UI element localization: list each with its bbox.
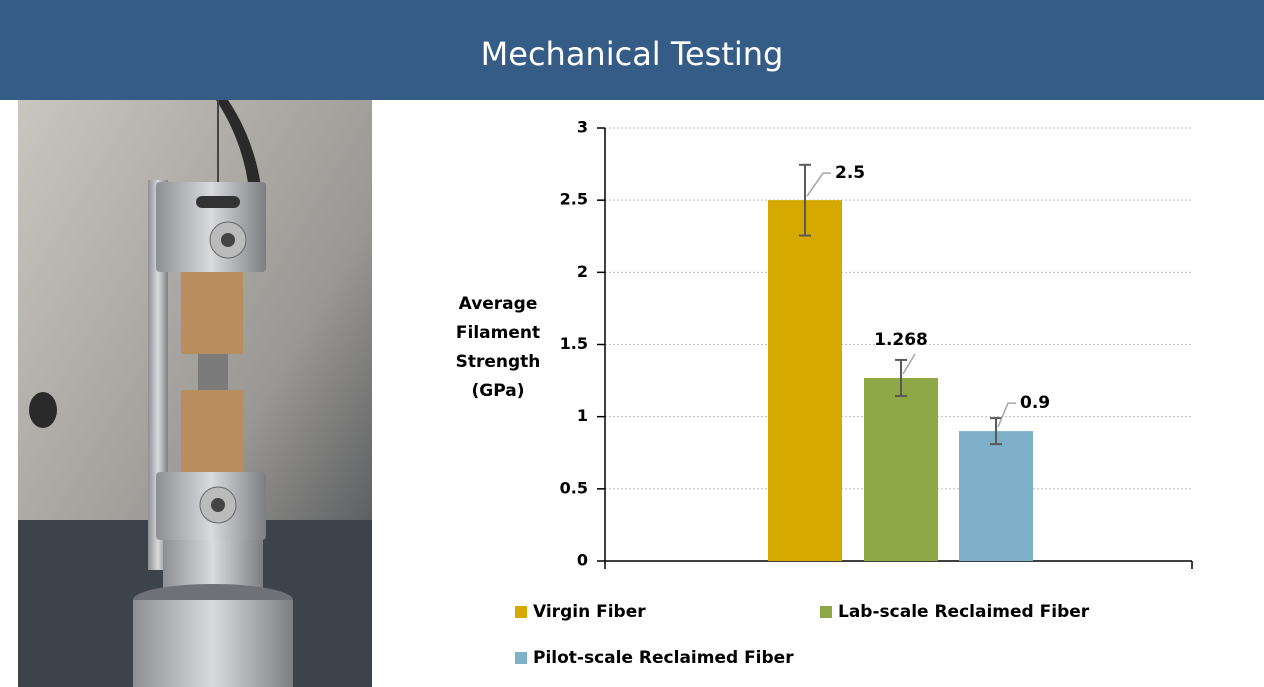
chart: 0 0.5 1 1.5 2 2.5 3 2.5 Virgin Fiber 1.268 Lab-sca… <box>0 0 1264 687</box>
y-tick-label: 2 <box>577 262 588 281</box>
legend-label: Lab-scale Reclaimed Fiber <box>838 602 1090 622</box>
legend-swatch <box>515 652 527 664</box>
legend-label: Pilot-scale Reclaimed Fiber <box>533 648 794 668</box>
bar <box>864 378 938 561</box>
leader-line <box>998 403 1016 427</box>
leader-line <box>807 173 831 196</box>
data-label: 0.9 <box>1020 393 1050 413</box>
legend-label: Virgin Fiber <box>533 602 646 622</box>
y-tick-label: 1 <box>577 406 588 425</box>
bar <box>959 431 1033 561</box>
y-tick-label: 1.5 <box>560 334 588 353</box>
y-tick-label: 0 <box>577 551 588 570</box>
data-label: 1.268 <box>874 330 928 350</box>
data-label: 2.5 <box>835 163 865 183</box>
bar <box>768 200 842 561</box>
y-axis-label: Average Filament Strength (GPa) <box>438 290 558 406</box>
y-tick-label: 0.5 <box>560 478 588 497</box>
leader-line <box>903 354 915 374</box>
slide: {"header": {"title": "Mechanical Testing… <box>0 0 1264 687</box>
legend-swatch <box>820 606 832 618</box>
legend-swatch <box>515 606 527 618</box>
y-tick-label: 3 <box>577 118 588 137</box>
y-tick-label: 2.5 <box>560 190 588 209</box>
